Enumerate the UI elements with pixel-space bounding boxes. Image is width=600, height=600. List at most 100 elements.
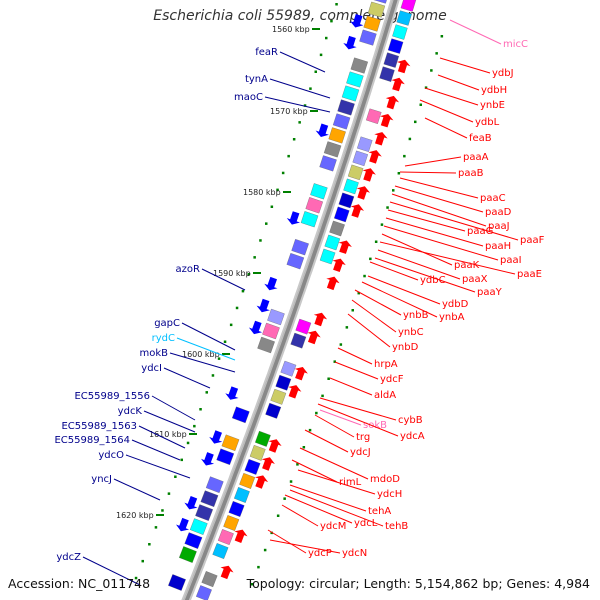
tick-dot xyxy=(414,120,417,124)
gene-label-paag[interactable]: paaG xyxy=(467,226,493,237)
gene-label-paae[interactable]: paaE xyxy=(517,269,542,280)
gene-leader-line xyxy=(281,504,319,527)
gene-label-alda[interactable]: aldA xyxy=(374,390,396,401)
tick-dot xyxy=(263,548,267,552)
gene-label-ydbj[interactable]: ydbJ xyxy=(492,68,514,79)
gene-label-teha[interactable]: tehA xyxy=(368,506,391,517)
reverse-gene-arrow xyxy=(288,385,302,399)
gene-label-tehb[interactable]: tehB xyxy=(385,521,408,532)
gene-leader-line xyxy=(383,225,499,261)
feature-block-right xyxy=(234,487,250,503)
gene-label-ydcn[interactable]: ydcN xyxy=(342,548,367,559)
gene-label-ydcl[interactable]: ydcL xyxy=(354,518,378,529)
tick-dot xyxy=(308,428,312,432)
gene-label-ec55989_1564[interactable]: EC55989_1564 xyxy=(54,435,130,446)
gene-label-ydci[interactable]: ydcI xyxy=(141,363,162,374)
gene-label-ydca[interactable]: ydcA xyxy=(400,431,425,442)
tick-dot xyxy=(217,357,221,360)
gene-label-ec55989_1563[interactable]: EC55989_1563 xyxy=(61,421,137,432)
gene-label-micc[interactable]: micC xyxy=(503,39,528,50)
gene-label-trg[interactable]: trg xyxy=(356,432,370,443)
gene-label-ydcf[interactable]: ydcF xyxy=(380,374,404,385)
gene-label-ydco[interactable]: ydcO xyxy=(98,450,124,461)
reverse-gene-arrow xyxy=(391,77,405,92)
feature-block-left xyxy=(168,574,186,591)
gene-label-tyna[interactable]: tynA xyxy=(245,74,268,85)
gene-label-rydc[interactable]: rydC xyxy=(152,333,175,344)
forward-gene-arrow xyxy=(209,430,223,444)
gene-label-ynbe[interactable]: ynbE xyxy=(480,100,505,111)
gene-label-ydcp[interactable]: ydcP xyxy=(308,548,332,559)
gene-label-azor[interactable]: azoR xyxy=(176,264,200,275)
tick-dot xyxy=(205,391,208,394)
gene-label-ydck[interactable]: ydcK xyxy=(118,406,143,417)
feature-block-right xyxy=(255,430,271,447)
gene-label-ynba[interactable]: ynbA xyxy=(439,312,465,323)
gene-label-paaa[interactable]: paaA xyxy=(463,152,489,163)
gene-label-sokb[interactable]: sokB xyxy=(363,420,387,431)
gene-label-paab[interactable]: paaB xyxy=(458,168,484,179)
gene-label-riml[interactable]: rimL xyxy=(339,477,362,488)
reverse-gene-arrow xyxy=(261,457,275,471)
gene-label-paai[interactable]: paaI xyxy=(500,255,522,266)
gene-label-ydcz[interactable]: ydcZ xyxy=(56,552,81,563)
gene-leader-line xyxy=(289,484,367,512)
reverse-gene-arrow xyxy=(268,439,282,453)
gene-label-ynbb[interactable]: ynbB xyxy=(403,310,429,321)
gene-label-feab[interactable]: feaB xyxy=(469,133,492,144)
gene-label-paay[interactable]: paaY xyxy=(477,287,503,298)
feature-block-right xyxy=(338,192,355,209)
gene-leader-line xyxy=(374,257,476,293)
gene-label-ydbd[interactable]: ydbD xyxy=(442,299,469,310)
gene-leader-line xyxy=(299,447,369,480)
feature-block-right xyxy=(265,402,282,419)
gene-label-paax[interactable]: paaX xyxy=(462,274,488,285)
feature-block-right xyxy=(347,164,364,181)
reverse-gene-arrow xyxy=(338,240,352,254)
gene-label-paaf[interactable]: paaF xyxy=(520,235,545,246)
backbone-line xyxy=(183,0,398,600)
gene-label-hrpa[interactable]: hrpA xyxy=(374,359,398,370)
gene-label-fear[interactable]: feaR xyxy=(255,47,278,58)
gene-label-paak[interactable]: paaK xyxy=(454,260,480,271)
gene-leader-line xyxy=(163,367,211,389)
tick-dot xyxy=(380,223,384,226)
feature-block-left xyxy=(341,85,360,102)
feature-block-left xyxy=(328,127,346,144)
forward-gene-arrow xyxy=(343,35,357,50)
reverse-gene-arrow xyxy=(385,95,400,110)
gene-label-ydbl[interactable]: ydbL xyxy=(475,117,500,128)
gene-label-paac[interactable]: paaC xyxy=(480,193,506,204)
tick-dot xyxy=(392,189,395,192)
gene-label-cybb[interactable]: cybB xyxy=(398,415,423,426)
gene-label-ec55989_1556[interactable]: EC55989_1556 xyxy=(74,391,150,402)
gene-label-ydcj[interactable]: ydcJ xyxy=(350,447,371,458)
gene-label-ydcm[interactable]: ydcM xyxy=(320,521,346,532)
gene-label-mokb[interactable]: mokB xyxy=(139,348,168,359)
gene-label-ynbc[interactable]: ynbC xyxy=(398,327,424,338)
gene-label-mdod[interactable]: mdoD xyxy=(370,474,400,485)
gene-label-gapc[interactable]: gapC xyxy=(154,318,180,329)
gene-label-ydch[interactable]: ydcH xyxy=(377,489,402,500)
forward-gene-arrow xyxy=(264,276,278,291)
gene-label-yncj[interactable]: yncJ xyxy=(91,474,112,485)
gene-label-paad[interactable]: paaD xyxy=(485,207,512,218)
tick-dot xyxy=(408,137,412,141)
gene-label-ynbd[interactable]: ynbD xyxy=(392,342,419,353)
reverse-gene-arrow xyxy=(368,150,382,164)
gene-label-maoc[interactable]: maoC xyxy=(234,92,263,103)
tick-dot xyxy=(180,458,183,462)
reverse-gene-arrow xyxy=(313,312,328,327)
tick-dot xyxy=(435,52,438,55)
gene-label-paaj[interactable]: paaJ xyxy=(488,221,510,232)
gene-leader-line xyxy=(267,529,307,554)
gene-label-paah[interactable]: paaH xyxy=(485,241,511,252)
accession-text: Accession: NC_011748 xyxy=(8,576,151,591)
tick-dot xyxy=(289,480,293,483)
gene-leader-line xyxy=(201,268,246,291)
gene-label-ydbc[interactable]: ydbC xyxy=(420,275,446,286)
gene-label-ydbh[interactable]: ydbH xyxy=(481,85,507,96)
ruler-label: 1580 kbp xyxy=(243,188,281,197)
tick-dot xyxy=(327,377,330,380)
tick-dot xyxy=(134,576,138,580)
